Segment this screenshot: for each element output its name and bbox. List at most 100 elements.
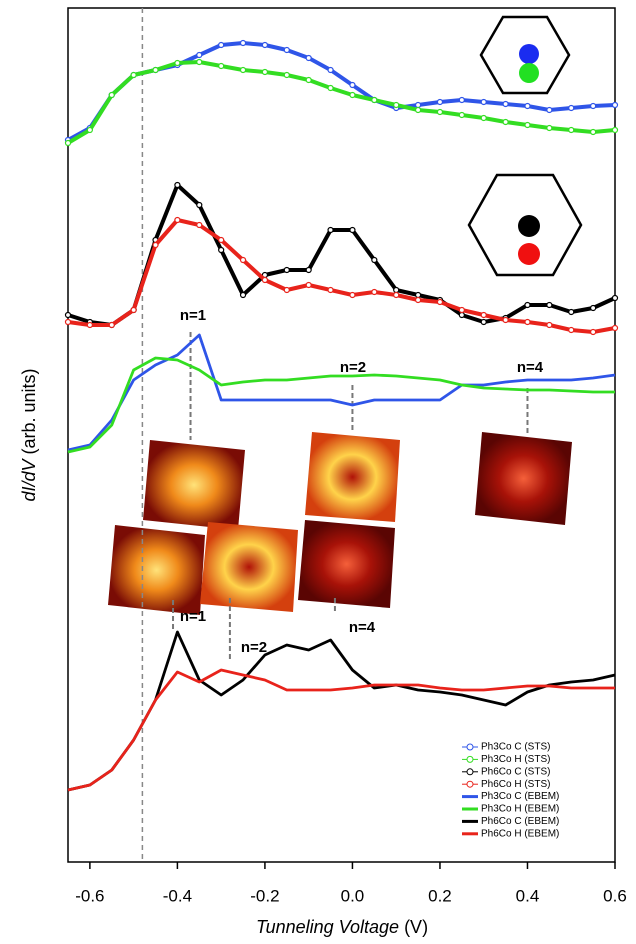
data-point bbox=[305, 281, 312, 289]
data-point bbox=[305, 266, 312, 274]
data-point bbox=[283, 286, 290, 294]
series-line bbox=[67, 356, 615, 454]
data-point bbox=[458, 306, 465, 314]
data-point bbox=[174, 216, 181, 224]
data-point bbox=[64, 318, 72, 326]
data-point bbox=[414, 291, 422, 299]
legend-label: Ph3Co H (STS) bbox=[481, 754, 550, 765]
x-label-main: Tunneling Voltage bbox=[256, 917, 399, 937]
data-point bbox=[283, 266, 290, 274]
x-tick-label: -0.6 bbox=[75, 886, 104, 905]
site-icons bbox=[467, 15, 583, 277]
data-point bbox=[371, 288, 378, 296]
legend-marker bbox=[466, 755, 474, 763]
data-point bbox=[502, 316, 509, 324]
inset-image bbox=[298, 520, 395, 608]
data-point bbox=[524, 301, 531, 309]
data-point bbox=[414, 106, 422, 114]
y-label-unit: (arb. units) bbox=[19, 368, 39, 454]
x-tick-label: 0.6 bbox=[603, 886, 627, 905]
data-point bbox=[546, 301, 553, 309]
inset-image bbox=[475, 432, 572, 525]
data-point bbox=[524, 121, 531, 129]
data-point bbox=[218, 236, 225, 244]
data-point bbox=[590, 304, 597, 312]
data-point bbox=[590, 328, 597, 336]
series-line bbox=[67, 218, 616, 334]
legend-label: Ph6Co H (STS) bbox=[481, 779, 550, 790]
data-point bbox=[458, 311, 465, 319]
inset-images bbox=[108, 432, 572, 615]
data-point bbox=[239, 256, 247, 264]
legend-label: Ph6Co H (EBEM) bbox=[481, 828, 559, 839]
data-point bbox=[86, 321, 93, 329]
data-point bbox=[349, 91, 356, 99]
annotation: n=1 bbox=[180, 307, 206, 324]
data-point bbox=[152, 241, 159, 249]
inset-image bbox=[108, 525, 205, 615]
data-point bbox=[64, 311, 72, 319]
data-point bbox=[130, 71, 137, 79]
legend-marker bbox=[466, 780, 474, 788]
data-point bbox=[327, 66, 334, 74]
x-tick-label: -0.4 bbox=[163, 886, 192, 905]
series-line bbox=[66, 60, 616, 145]
data-point bbox=[480, 114, 487, 122]
legend-marker bbox=[466, 743, 474, 751]
data-point bbox=[611, 126, 619, 134]
data-point bbox=[480, 98, 487, 106]
data-point bbox=[458, 111, 465, 119]
x-label-unit: (V) bbox=[404, 917, 428, 937]
series-line bbox=[67, 630, 616, 792]
data-point bbox=[436, 108, 444, 116]
data-point bbox=[174, 181, 181, 189]
data-point bbox=[371, 256, 378, 264]
x-tick-label: -0.2 bbox=[250, 886, 279, 905]
x-tick-label: 0.0 bbox=[341, 886, 365, 905]
data-point bbox=[349, 291, 356, 299]
y-label-main: dI/dV bbox=[19, 458, 39, 502]
plot-frame bbox=[67, 7, 616, 863]
y-axis-label: dI/dV (arb. units) bbox=[19, 368, 39, 501]
data-point bbox=[218, 62, 225, 70]
data-point bbox=[196, 51, 203, 59]
legend-label: Ph3Co H (EBEM) bbox=[481, 804, 559, 815]
data-point bbox=[196, 221, 203, 229]
data-point bbox=[305, 54, 312, 62]
data-point bbox=[130, 306, 137, 314]
data-point bbox=[611, 101, 619, 109]
legend-label: Ph6Co C (STS) bbox=[481, 766, 550, 777]
series-line bbox=[67, 183, 616, 327]
data-point bbox=[196, 58, 203, 66]
data-point bbox=[218, 41, 225, 49]
data-point bbox=[218, 246, 225, 254]
data-point bbox=[327, 84, 334, 92]
data-point bbox=[261, 276, 269, 284]
data-point bbox=[239, 66, 247, 74]
data-point bbox=[568, 326, 575, 334]
data-point bbox=[590, 102, 597, 110]
data-point bbox=[524, 318, 531, 326]
data-point bbox=[393, 291, 400, 299]
data-point bbox=[414, 296, 422, 304]
annotation: n=4 bbox=[349, 619, 376, 636]
data-point bbox=[152, 66, 159, 74]
data-point bbox=[64, 139, 72, 147]
data-point bbox=[546, 106, 553, 114]
data-point bbox=[568, 126, 575, 134]
data-point bbox=[611, 324, 619, 332]
data-point bbox=[239, 291, 247, 299]
x-tick-label: 0.2 bbox=[428, 886, 452, 905]
data-point bbox=[568, 104, 575, 112]
data-point bbox=[436, 298, 444, 306]
annotation: n=2 bbox=[241, 639, 267, 656]
annotation: n=4 bbox=[517, 359, 544, 376]
site-dot bbox=[518, 215, 540, 237]
data-point bbox=[86, 126, 93, 134]
data-point bbox=[261, 41, 269, 49]
data-point bbox=[480, 311, 487, 319]
data-point bbox=[546, 321, 553, 329]
data-point bbox=[305, 76, 312, 84]
data-point bbox=[261, 68, 269, 76]
